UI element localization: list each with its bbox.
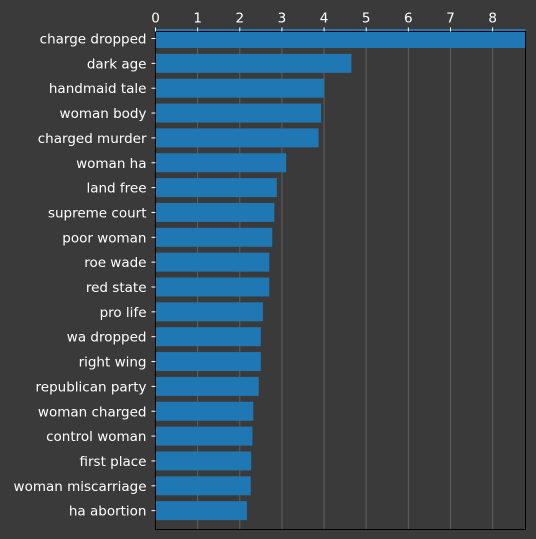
y-tick-label: wa dropped xyxy=(67,330,147,346)
bar xyxy=(155,401,254,421)
y-tick-label: charge dropped xyxy=(40,32,147,48)
bar xyxy=(155,302,263,322)
x-tick-label: 0 xyxy=(151,11,160,27)
y-tick-label: woman charged xyxy=(38,404,147,420)
y-tick-label: poor woman xyxy=(62,230,146,246)
bar xyxy=(155,352,261,372)
x-tick-label: 1 xyxy=(193,11,202,27)
plot-frame xyxy=(155,31,526,530)
x-axis: 0 1 2 3 4 5 6 7 8 xyxy=(151,11,497,32)
y-axis: charge dropped dark age handmaid tale woman… xyxy=(14,32,156,520)
y-tick-label: pro life xyxy=(100,305,147,321)
y-tick-label: first place xyxy=(80,454,147,470)
x-tick-label: 2 xyxy=(235,11,244,27)
bar xyxy=(155,29,526,48)
bars xyxy=(155,29,526,521)
x-tick-label: 7 xyxy=(446,11,455,27)
bar xyxy=(155,476,251,496)
bar xyxy=(155,128,319,148)
bar xyxy=(155,426,253,446)
bar xyxy=(155,327,261,347)
bar xyxy=(155,103,322,123)
y-tick-label: woman ha xyxy=(76,156,146,172)
x-tick-label: 8 xyxy=(488,11,497,27)
bar xyxy=(155,451,252,471)
bar xyxy=(155,78,325,98)
y-tick-label: right wing xyxy=(79,355,147,371)
bar xyxy=(155,277,270,297)
y-tick-label: ha abortion xyxy=(69,504,147,520)
x-tick-label: 4 xyxy=(320,11,329,27)
y-tick-label: land free xyxy=(86,181,146,197)
y-tick-label: dark age xyxy=(87,56,147,72)
bar xyxy=(155,252,270,272)
bar xyxy=(155,376,259,396)
y-tick-label: woman body xyxy=(60,106,147,122)
bar xyxy=(155,227,273,247)
y-tick-label: red state xyxy=(86,280,147,296)
bar xyxy=(155,178,277,198)
y-tick-label: handmaid tale xyxy=(49,81,147,97)
bar xyxy=(155,501,247,521)
y-tick-label: woman miscarriage xyxy=(14,479,147,495)
bar xyxy=(155,153,287,173)
x-tick-label: 3 xyxy=(278,11,287,27)
y-tick-label: control woman xyxy=(46,429,146,445)
y-tick-label: supreme court xyxy=(48,205,147,221)
y-tick-label: roe wade xyxy=(84,255,146,271)
x-tick-label: 5 xyxy=(362,11,371,27)
y-tick-label: republican party xyxy=(36,379,147,395)
bar xyxy=(155,53,352,73)
bar xyxy=(155,202,275,222)
x-tick-label: 6 xyxy=(404,11,413,27)
y-tick-label: charged murder xyxy=(38,131,147,147)
